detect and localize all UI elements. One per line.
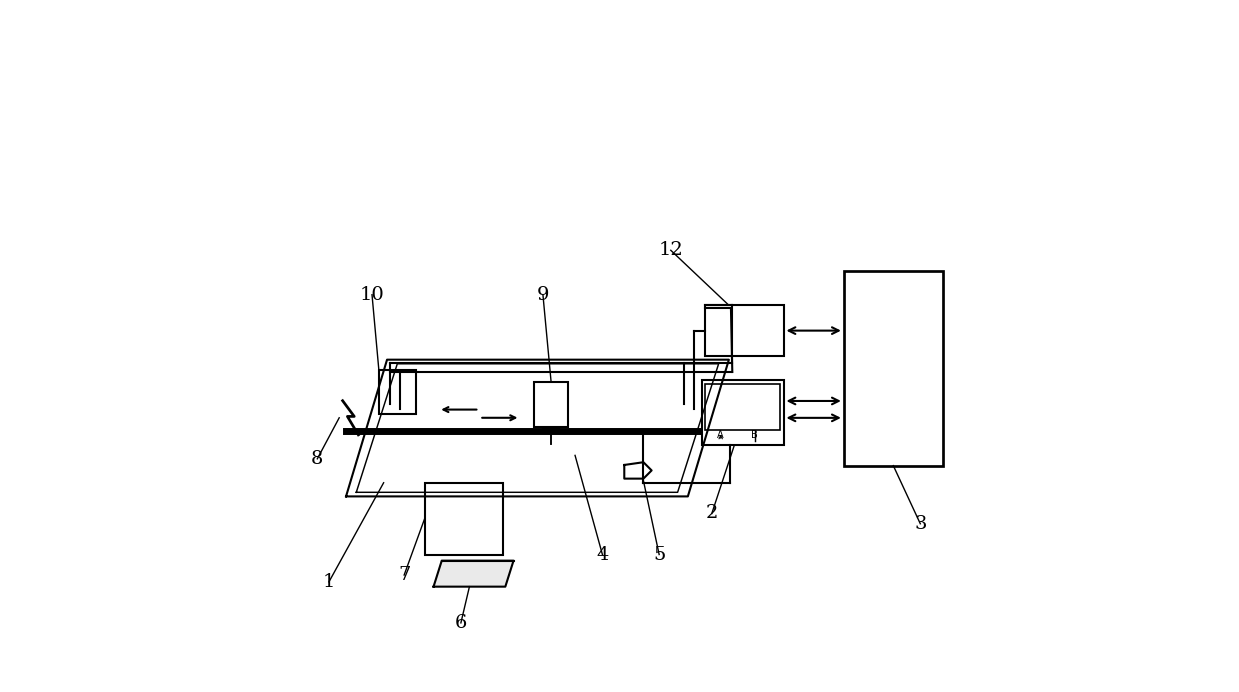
Text: 4: 4 (596, 545, 608, 563)
Polygon shape (434, 561, 513, 587)
Text: 6: 6 (455, 614, 467, 632)
Bar (844, 271, 943, 466)
Text: 9: 9 (536, 286, 549, 304)
Text: 10: 10 (359, 286, 384, 304)
Text: 1: 1 (322, 573, 335, 591)
Bar (534, 382, 569, 427)
Text: 12: 12 (658, 242, 683, 260)
Text: 2: 2 (705, 504, 717, 522)
Text: 5: 5 (653, 545, 665, 563)
Text: A: A (717, 430, 724, 440)
Text: 7: 7 (398, 566, 410, 584)
Bar (701, 380, 783, 445)
Text: 8: 8 (311, 450, 323, 468)
Bar (705, 305, 783, 356)
Text: 3: 3 (914, 515, 927, 533)
Text: B: B (752, 430, 758, 440)
Bar (425, 483, 503, 554)
Bar (705, 383, 781, 430)
Bar (379, 370, 416, 415)
